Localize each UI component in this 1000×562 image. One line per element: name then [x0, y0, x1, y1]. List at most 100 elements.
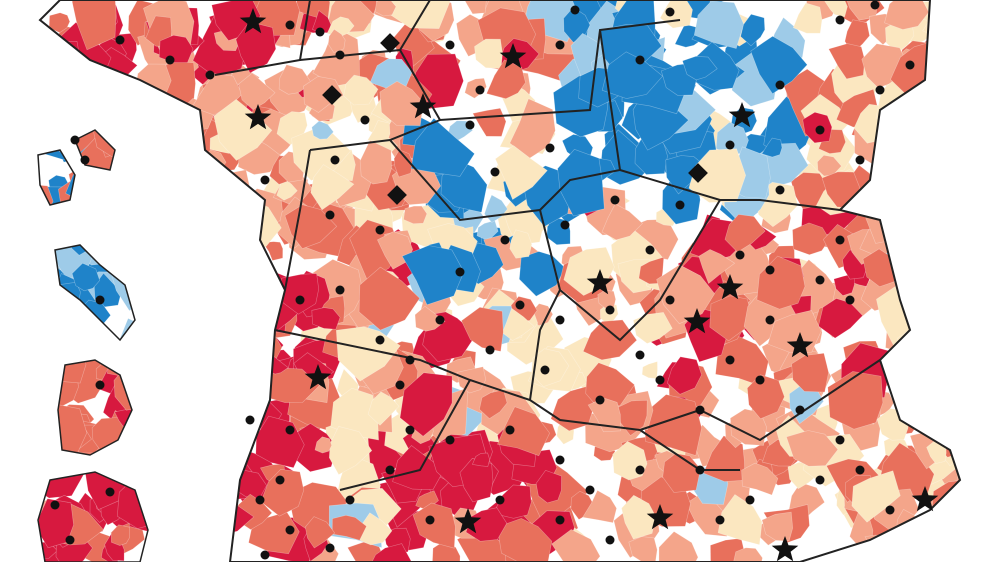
patch [158, 34, 194, 63]
city-dot [635, 55, 645, 65]
city-dot [835, 15, 845, 25]
city-dot [505, 425, 515, 435]
border [339, 379, 471, 491]
patch [367, 120, 391, 143]
patch [658, 531, 699, 562]
city-symbols [50, 0, 939, 562]
patch [331, 514, 367, 541]
patch [377, 231, 414, 270]
patch [746, 374, 785, 420]
city-dot [555, 455, 565, 465]
patch [792, 222, 830, 256]
city-dot [545, 143, 555, 153]
city-dot [325, 210, 335, 220]
patch [659, 0, 693, 29]
border [539, 29, 622, 211]
city-dot [885, 505, 895, 515]
city-dot [570, 5, 580, 15]
city-dot [445, 40, 455, 50]
patch [884, 0, 930, 30]
patch [851, 470, 901, 523]
city-dot [905, 60, 915, 70]
patch [304, 516, 336, 549]
city-dot [495, 495, 505, 505]
city-dot [335, 50, 345, 60]
city-dot [555, 315, 565, 325]
city-dot [765, 315, 775, 325]
patch [761, 137, 783, 158]
patch [641, 361, 658, 380]
city-dot [875, 85, 885, 95]
city-dot [605, 535, 615, 545]
city-dot [745, 495, 755, 505]
patch [693, 0, 745, 49]
city-dot [425, 515, 435, 525]
city-dot [610, 195, 620, 205]
patch [330, 387, 379, 441]
patch [359, 139, 392, 185]
city-dot [260, 175, 270, 185]
city-dot [485, 345, 495, 355]
city-dot [665, 7, 675, 17]
patch [501, 307, 535, 341]
guyane [57, 359, 133, 456]
city-dot [395, 380, 405, 390]
star [239, 8, 267, 34]
city-dot [725, 140, 735, 150]
city-dot [65, 535, 75, 545]
city-dot [500, 235, 510, 245]
city-dot [465, 120, 475, 130]
city-dot [105, 487, 115, 497]
city-dot [555, 40, 565, 50]
patch [311, 307, 341, 330]
patch [71, 0, 117, 51]
city-dot [835, 235, 845, 245]
city-dot [845, 295, 855, 305]
patch [601, 203, 643, 241]
patch [410, 117, 475, 177]
patch [262, 241, 284, 261]
diamond [387, 185, 407, 205]
patch [238, 72, 276, 110]
patch [374, 0, 397, 17]
patch [741, 462, 779, 496]
patch [786, 430, 839, 467]
city-dot [715, 515, 725, 525]
coastline [38, 0, 962, 562]
patch [724, 214, 766, 253]
city-dot [255, 495, 265, 505]
city-dot [115, 35, 125, 45]
city-dot [95, 295, 105, 305]
border [389, 139, 562, 401]
city-dot [490, 167, 500, 177]
patch [471, 452, 491, 467]
city-dot [855, 155, 865, 165]
city-dot [295, 295, 305, 305]
city-dot [645, 245, 655, 255]
diamond [322, 85, 342, 105]
patch [792, 2, 823, 34]
patch [824, 0, 848, 18]
patch [379, 80, 424, 126]
city-dot [755, 375, 765, 385]
city-dot [560, 220, 570, 230]
patch [535, 469, 562, 504]
city-dot [70, 135, 80, 145]
patch [497, 406, 550, 457]
city-dot [245, 415, 255, 425]
city-dot [50, 500, 60, 510]
patch [551, 529, 601, 562]
city-dot [595, 395, 605, 405]
star [786, 332, 814, 358]
patch [740, 13, 766, 47]
city-dot [515, 300, 525, 310]
patch [494, 145, 548, 200]
patch [343, 74, 379, 106]
city-dot [835, 435, 845, 445]
patch [621, 494, 657, 540]
patch [48, 12, 71, 33]
star [499, 43, 527, 69]
patch [401, 245, 465, 306]
